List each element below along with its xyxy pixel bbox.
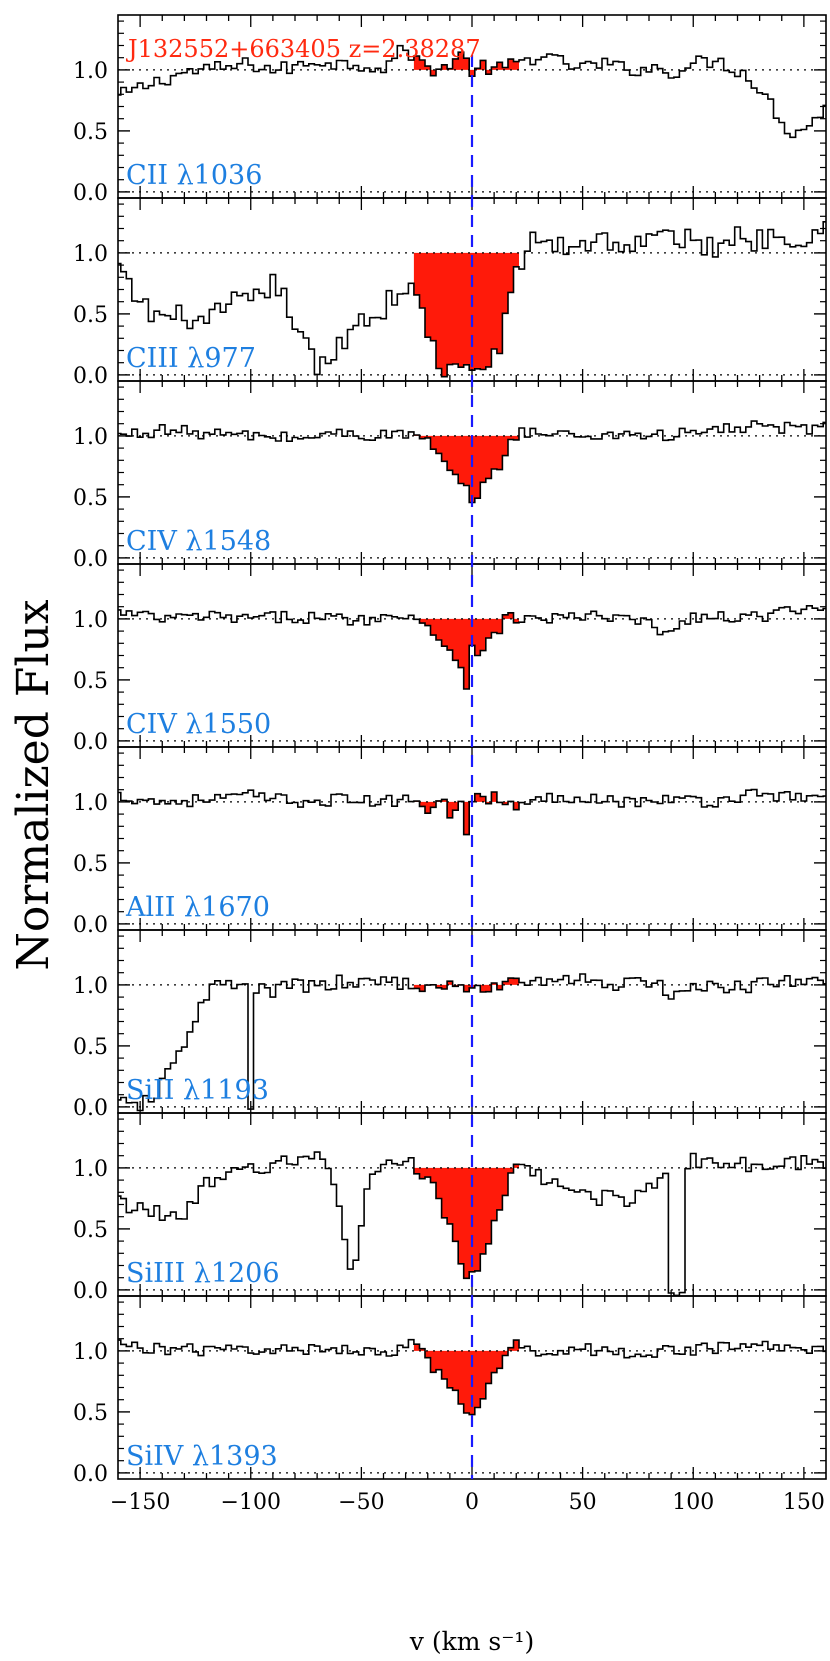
y-tick-label: 1.0 (73, 1340, 108, 1365)
y-tick-label: 0.5 (73, 1218, 108, 1243)
absorption-fill (413, 435, 519, 503)
y-tick-label: 0.5 (73, 1401, 108, 1426)
spectrum-line (118, 420, 826, 504)
ion-label: CII λ1036 (126, 160, 262, 191)
y-tick-label: 0.0 (73, 1096, 108, 1121)
object-redshift-label: J132552+663405 z=2.38287 (125, 35, 481, 63)
y-tick-label: 1.0 (73, 425, 108, 450)
y-tick-label: 1.0 (73, 59, 108, 84)
spectrum-line (118, 1338, 826, 1416)
panel-3: 0.0 0.5 1.0 CIV λ1548 (73, 380, 827, 572)
x-tick-label: 0 (465, 1490, 479, 1515)
ion-label: CIII λ977 (126, 343, 256, 374)
ion-label: SiIV λ1393 (126, 1441, 278, 1472)
y-tick-label: 1.0 (73, 242, 108, 267)
x-tick-label: −100 (221, 1490, 281, 1515)
x-tick-label: −50 (338, 1490, 384, 1515)
y-tick-label: 0.5 (73, 486, 108, 511)
y-tick-label: 1.0 (73, 608, 108, 633)
x-axis-label: v (km s⁻¹) (409, 1627, 534, 1656)
spectrum-line (118, 221, 826, 378)
panel-4: 0.0 0.5 1.0 CIV λ1550 (73, 563, 827, 755)
y-tick-label: 0.0 (73, 730, 108, 755)
y-tick-label: 0.5 (73, 852, 108, 877)
absorption-fill (413, 252, 519, 377)
spectrum-line (118, 1151, 826, 1297)
y-tick-label: 0.5 (73, 303, 108, 328)
ion-label: CIV λ1550 (126, 709, 271, 740)
y-tick-label: 0.5 (73, 1035, 108, 1060)
absorption-fill (413, 52, 519, 77)
absorption-fill (413, 1340, 519, 1415)
y-tick-label: 0.0 (73, 547, 108, 572)
y-tick-label: 1.0 (73, 1157, 108, 1182)
y-tick-label: 0.0 (73, 1462, 108, 1487)
panel-7: 0.0 0.5 1.0 SiIII λ1206 (73, 1112, 827, 1304)
spectrum-line (118, 973, 826, 1112)
y-tick-label: 0.0 (73, 181, 108, 206)
y-tick-label: 1.0 (73, 791, 108, 816)
y-tick-label: 0.0 (73, 364, 108, 389)
panel-6: 0.0 0.5 1.0 SiII λ1193 (73, 929, 827, 1121)
absorption-fill (413, 978, 519, 992)
x-tick-label: 50 (569, 1490, 597, 1515)
panel-1: 0.0 0.5 1.0 CII λ1036 (73, 14, 827, 206)
panel-5: 0.0 0.5 1.0 AlII λ1670 (73, 746, 827, 938)
ion-label: SiII λ1193 (126, 1075, 269, 1106)
y-tick-label: 0.5 (73, 120, 108, 145)
y-axis-label: Normalized Flux (8, 599, 59, 970)
x-tick-label: 100 (672, 1490, 714, 1515)
absorption-fill (413, 792, 519, 835)
y-tick-label: 0.0 (73, 913, 108, 938)
ion-label: AlII λ1670 (125, 892, 270, 923)
y-tick-label: 0.0 (73, 1279, 108, 1304)
y-tick-label: 0.5 (73, 669, 108, 694)
x-tick-label: 150 (783, 1490, 825, 1515)
y-tick-label: 1.0 (73, 974, 108, 999)
absorption-fill (413, 612, 519, 689)
x-tick-label: −150 (110, 1490, 170, 1515)
absorption-fill (413, 1164, 519, 1279)
ion-label: SiIII λ1206 (126, 1258, 280, 1289)
ion-label: CIV λ1548 (126, 526, 271, 557)
panel-8: 0.0 0.5 1.0 SiIV λ1393 (73, 1295, 827, 1487)
panel-2: 0.0 0.5 1.0 CIII λ977 (73, 197, 827, 389)
